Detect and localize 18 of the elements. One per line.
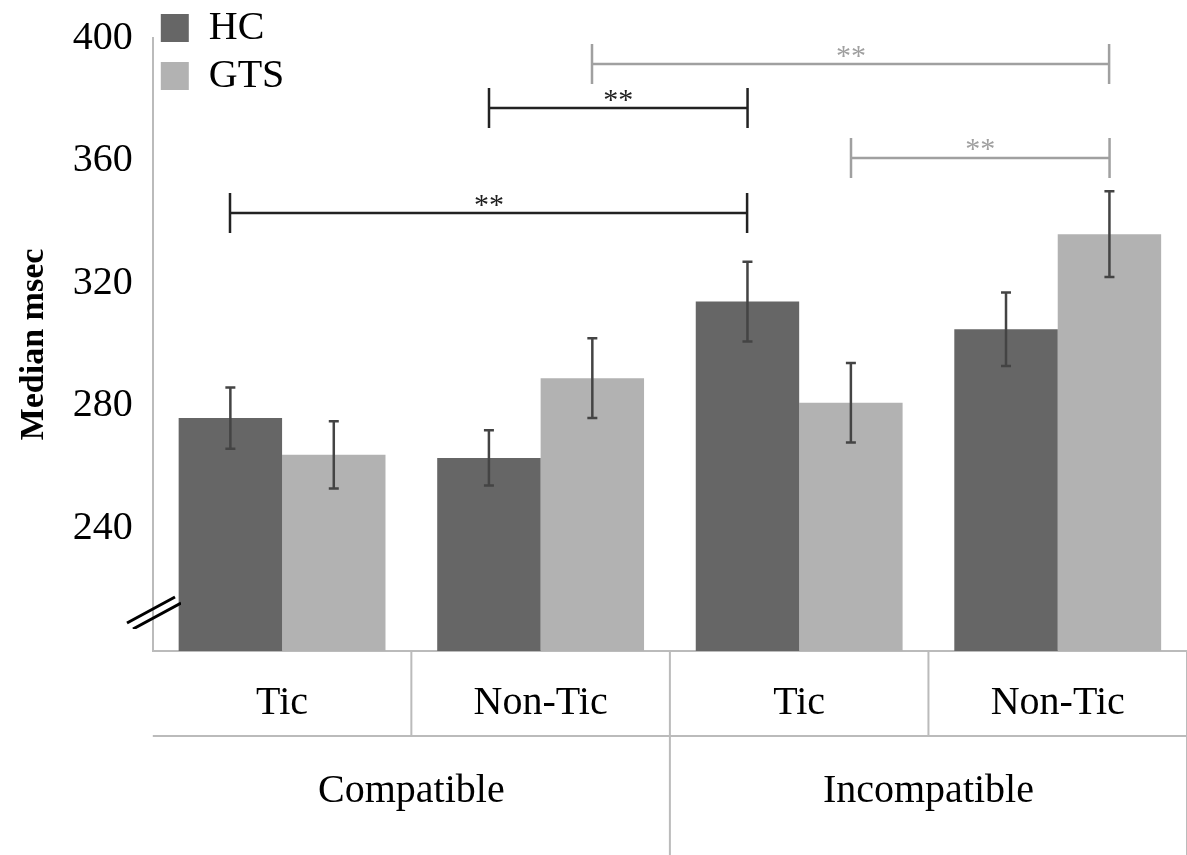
legend-label: GTS [208, 50, 285, 96]
text: Incompatible [822, 765, 1034, 811]
x-tick-label: Non-Tic [473, 677, 608, 723]
y-tick-label: 280 [72, 380, 133, 426]
x-tick-label: Non-Tic [990, 677, 1125, 723]
y-tick-label: 360 [72, 135, 133, 181]
annotation: ** [473, 186, 504, 220]
x-tick-label: Tic [256, 677, 309, 723]
y-tick-label: 320 [72, 257, 133, 303]
y-tick-label: 400 [72, 12, 133, 58]
annotation: ** [835, 38, 866, 72]
text: Compatible [318, 765, 505, 811]
annotation: ** [603, 82, 634, 116]
legend-label: HC [208, 2, 265, 48]
y-axis-title: Median msec [13, 248, 51, 441]
x-tick-label: Tic [773, 677, 826, 723]
y-tick-label: 240 [72, 502, 133, 548]
annotation: ** [965, 131, 996, 165]
